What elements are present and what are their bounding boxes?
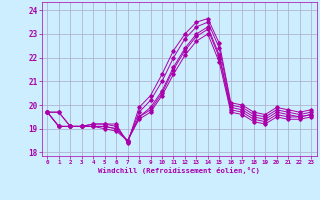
X-axis label: Windchill (Refroidissement éolien,°C): Windchill (Refroidissement éolien,°C) [98,167,260,174]
